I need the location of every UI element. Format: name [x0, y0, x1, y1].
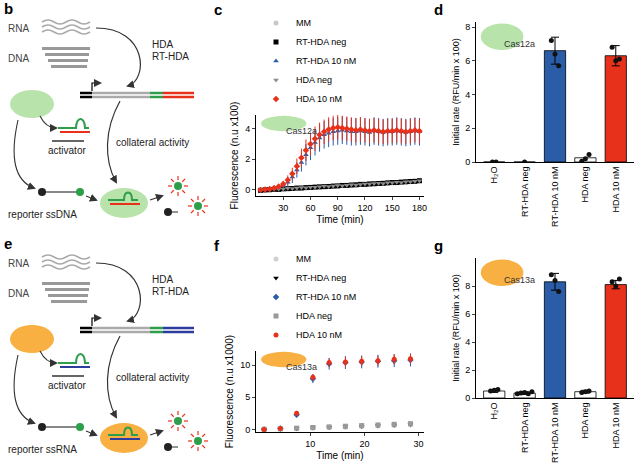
svg-text:90: 90: [333, 203, 343, 213]
svg-text:4: 4: [465, 90, 470, 100]
html-text:f: f: [214, 237, 219, 254]
svg-text:6: 6: [465, 56, 470, 66]
svg-text:HDA 10 nM: HDA 10 nM: [611, 403, 621, 449]
svg-text:RT-HDA: RT-HDA: [152, 51, 189, 62]
svg-text:Cas13a: Cas13a: [504, 275, 535, 285]
svg-text:Cas13a: Cas13a: [286, 362, 317, 372]
svg-text:H₂O: H₂O: [489, 167, 499, 184]
svg-text:8: 8: [465, 281, 470, 291]
svg-text:activator: activator: [48, 145, 86, 156]
svg-text:collateral activity: collateral activity: [116, 137, 189, 148]
svg-text:20: 20: [359, 439, 369, 449]
svg-text:60: 60: [305, 203, 315, 213]
svg-text:DNA: DNA: [8, 288, 29, 299]
svg-text:5: 5: [245, 392, 250, 402]
svg-text:Fluorescence (n.u x100): Fluorescence (n.u x100): [229, 102, 240, 210]
svg-text:30: 30: [414, 439, 424, 449]
svg-text:reporter ssDNA: reporter ssDNA: [8, 209, 77, 220]
svg-text:Initial rate (RFU/min x 100): Initial rate (RFU/min x 100): [451, 38, 461, 146]
svg-text:H₂O: H₂O: [489, 403, 499, 420]
svg-text:6: 6: [465, 309, 470, 319]
svg-text:Time (min): Time (min): [316, 214, 363, 225]
svg-text:10: 10: [305, 439, 315, 449]
svg-text:HDA neg: HDA neg: [296, 311, 332, 321]
svg-text:150: 150: [385, 203, 400, 213]
svg-text:RT-HDA neg: RT-HDA neg: [296, 273, 346, 283]
svg-text:RT-HDA neg: RT-HDA neg: [520, 167, 530, 217]
svg-text:DNA: DNA: [8, 53, 29, 64]
svg-text:HDA: HDA: [152, 39, 173, 50]
svg-text:RT-HDA neg: RT-HDA neg: [296, 37, 346, 47]
svg-text:RT-HDA 10 nM: RT-HDA 10 nM: [296, 56, 356, 66]
svg-text:0: 0: [465, 393, 470, 403]
svg-text:10: 10: [240, 360, 250, 370]
svg-text:2: 2: [245, 154, 250, 164]
svg-text:120: 120: [357, 203, 372, 213]
svg-text:HDA neg: HDA neg: [580, 403, 590, 439]
svg-text:180: 180: [412, 203, 427, 213]
svg-text:RT-HDA neg: RT-HDA neg: [520, 403, 530, 453]
svg-text:HDA 10 nM: HDA 10 nM: [611, 167, 621, 213]
svg-text:2: 2: [465, 365, 470, 375]
svg-text:4: 4: [245, 124, 250, 134]
svg-text:2: 2: [465, 123, 470, 133]
svg-text:30: 30: [278, 203, 288, 213]
html-text:c: c: [214, 1, 223, 18]
svg-text:activator: activator: [48, 380, 86, 391]
svg-text:RT-HDA 10 nM: RT-HDA 10 nM: [296, 292, 356, 302]
html-text:d: d: [434, 1, 444, 18]
svg-text:MM: MM: [296, 254, 311, 264]
svg-text:RT-HDA 10 nM: RT-HDA 10 nM: [550, 167, 560, 227]
svg-text:0: 0: [245, 425, 250, 435]
svg-text:MM: MM: [296, 18, 311, 28]
svg-text:4: 4: [465, 337, 470, 347]
svg-text:0: 0: [465, 157, 470, 167]
svg-text:RT-HDA: RT-HDA: [152, 286, 189, 297]
svg-text:HDA 10 nM: HDA 10 nM: [296, 330, 342, 340]
svg-text:RT-HDA 10 nM: RT-HDA 10 nM: [550, 403, 560, 463]
svg-text:Initial rate (RFU/min x 100): Initial rate (RFU/min x 100): [451, 274, 461, 382]
svg-text:RNA: RNA: [8, 258, 29, 269]
svg-text:0: 0: [245, 185, 250, 195]
svg-text:HDA 10 nM: HDA 10 nM: [296, 94, 342, 104]
svg-text:HDA neg: HDA neg: [580, 167, 590, 203]
svg-text:HDA neg: HDA neg: [296, 75, 332, 85]
svg-text:8: 8: [465, 22, 470, 32]
svg-text:HDA: HDA: [152, 274, 173, 285]
svg-text:RNA: RNA: [8, 23, 29, 34]
svg-text:Cas12a: Cas12a: [286, 126, 317, 136]
svg-text:e: e: [4, 235, 12, 252]
svg-text:Time (min): Time (min): [316, 450, 363, 461]
svg-text:collateral activity: collateral activity: [116, 372, 189, 383]
html-text:g: g: [434, 237, 444, 254]
svg-text:Cas12a: Cas12a: [504, 39, 535, 49]
svg-text:reporter ssRNA: reporter ssRNA: [8, 444, 77, 455]
svg-text:Fluorescence (n.u x1000): Fluorescence (n.u x1000): [224, 335, 235, 448]
svg-text:b: b: [4, 0, 13, 17]
